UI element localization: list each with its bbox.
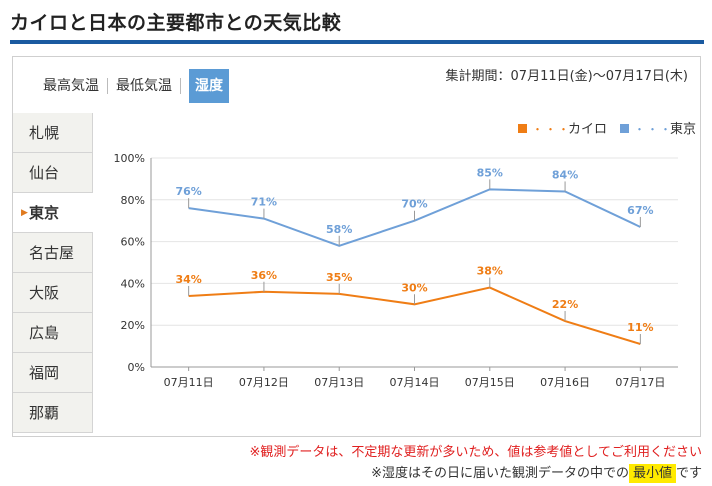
humidity-note-text: ※湿度はその日に届いた観測データの中での [371, 466, 629, 481]
city-tab-nagoya[interactable]: 名古屋 [13, 233, 93, 273]
active-arrow-icon: ▶ [21, 208, 28, 218]
data-label: 67% [627, 204, 653, 217]
legend-swatch [620, 124, 629, 133]
city-label: 東京 [29, 204, 60, 222]
min-value-highlight: 最小値 [628, 464, 676, 483]
data-label: 85% [477, 166, 503, 179]
city-tab-sapporo[interactable]: 札幌 [13, 113, 93, 153]
city-label: 大阪 [29, 284, 60, 302]
data-label: 11% [627, 321, 653, 334]
city-tab-fukuoka[interactable]: 福岡 [13, 353, 93, 393]
x-tick-label: 07月14日 [390, 376, 440, 389]
city-label: 福岡 [29, 364, 60, 382]
y-tick-label: 0% [128, 361, 145, 374]
city-label: 仙台 [29, 164, 60, 182]
x-tick-label: 07月17日 [615, 376, 665, 389]
city-label: 札幌 [29, 124, 60, 142]
legend-dots: ・・・ [634, 123, 673, 136]
city-label: 那覇 [29, 404, 60, 422]
city-tab-naha[interactable]: 那覇 [13, 393, 93, 433]
data-disclaimer: ※観測データは、不定期な更新が多いため、値は参考値としてご利用ください [249, 445, 702, 460]
data-label: 58% [326, 223, 352, 236]
city-label: 名古屋 [29, 244, 75, 262]
city-label: 広島 [29, 324, 60, 342]
data-label: 30% [401, 281, 427, 294]
y-tick-label: 60% [121, 236, 145, 249]
x-tick-label: 07月15日 [465, 376, 515, 389]
data-label: 36% [251, 269, 277, 282]
legend-dots: ・・・ [532, 123, 571, 136]
tab-humidity[interactable]: 湿度 [189, 69, 229, 103]
data-label: 70% [401, 198, 427, 211]
x-tick-label: 07月16日 [540, 376, 590, 389]
weather-comparison-panel: 最高気温 最低気温 湿度 集計期間：07月11日(金)〜07月17日(木) 札幌… [12, 56, 701, 437]
data-label: 22% [552, 298, 578, 311]
data-label: 38% [477, 265, 503, 278]
x-tick-label: 07月13日 [314, 376, 364, 389]
city-tab-osaka[interactable]: 大阪 [13, 273, 93, 313]
city-tab-sendai[interactable]: 仙台 [13, 153, 93, 193]
tab-min-temp[interactable]: 最低気温 [116, 78, 172, 94]
metric-tabs: 最高気温 最低気温 湿度 [35, 69, 229, 103]
legend-label: カイロ [568, 122, 607, 137]
humidity-note: ※湿度はその日に届いた観測データの中での 最小値 です [371, 462, 702, 483]
title-divider [10, 40, 704, 44]
data-label: 35% [326, 271, 352, 284]
y-tick-label: 40% [121, 277, 145, 290]
y-tick-label: 100% [114, 152, 145, 165]
tab-max-temp[interactable]: 最高気温 [43, 78, 99, 94]
city-tab-tokyo[interactable]: ▶ 東京 [13, 193, 93, 233]
aggregation-period: 集計期間：07月11日(金)〜07月17日(木) [445, 69, 688, 84]
tab-separator [180, 78, 181, 94]
legend-label: 東京 [670, 121, 696, 137]
tab-separator [107, 78, 108, 94]
city-list: 札幌 仙台 ▶ 東京 名古屋 大阪 広島 福岡 那覇 [13, 113, 93, 433]
city-tab-hiroshima[interactable]: 広島 [13, 313, 93, 353]
humidity-note-suffix: です [675, 466, 702, 481]
page-title: カイロと日本の主要都市との天気比較 [10, 12, 342, 34]
y-tick-label: 20% [121, 319, 145, 332]
humidity-line-chart: 0% 20% 40% 60% 80% 100% 07月11日 07月12日 07月13日 07月1… [114, 121, 696, 389]
x-tick-label: 07月12日 [239, 376, 289, 389]
data-label: 71% [251, 196, 277, 209]
data-label: 84% [552, 168, 578, 181]
data-label: 76% [175, 185, 201, 198]
legend-swatch [518, 124, 527, 133]
data-label: 34% [175, 273, 201, 286]
y-tick-label: 80% [121, 194, 145, 207]
x-tick-label: 07月11日 [164, 376, 214, 389]
